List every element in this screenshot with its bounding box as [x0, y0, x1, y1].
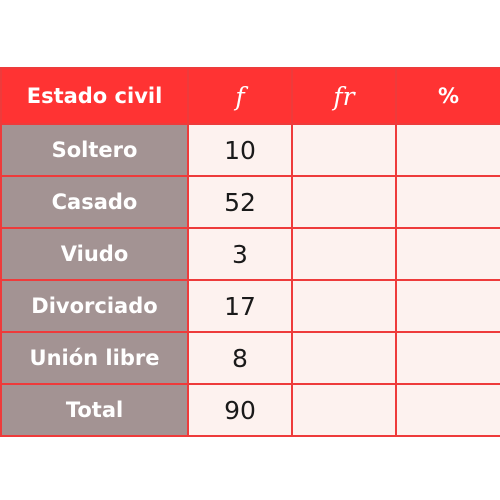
relative-frequency-cell [291, 279, 397, 333]
relative-frequency-cell [291, 227, 397, 281]
row-label-cell: Casado [0, 175, 189, 229]
table-row: Viudo 3 [0, 227, 500, 281]
frequency-cell: 10 [187, 123, 293, 177]
frequency-cell: 3 [187, 227, 293, 281]
table-body: Soltero 10 Casado 52 Viudo 3 Divorciado 17 Unión… [0, 123, 500, 437]
table-header: Estado civil f fr % [0, 67, 500, 125]
percent-cell [395, 279, 500, 333]
relative-frequency-cell [291, 383, 397, 437]
header-percent: % [395, 67, 500, 125]
percent-cell [395, 227, 500, 281]
percent-cell [395, 331, 500, 385]
frequency-cell: 8 [187, 331, 293, 385]
header-estado-civil: Estado civil [0, 67, 189, 125]
percent-cell [395, 123, 500, 177]
row-label-cell: Divorciado [0, 279, 189, 333]
table-row: Total 90 [0, 383, 500, 437]
table-row: Unión libre 8 [0, 331, 500, 385]
table-row: Soltero 10 [0, 123, 500, 177]
frequency-cell: 52 [187, 175, 293, 229]
header-relative-frequency: fr [291, 67, 397, 125]
relative-frequency-cell [291, 123, 397, 177]
table-row: Casado 52 [0, 175, 500, 229]
header-row: Estado civil f fr % [0, 67, 500, 125]
header-frequency: f [187, 67, 293, 125]
table-row: Divorciado 17 [0, 279, 500, 333]
relative-frequency-cell [291, 175, 397, 229]
row-label-cell: Soltero [0, 123, 189, 177]
relative-frequency-cell [291, 331, 397, 385]
frequency-table: Estado civil f fr % Soltero 10 Casado 52 Viu… [0, 67, 500, 437]
row-label-cell: Unión libre [0, 331, 189, 385]
frequency-cell: 90 [187, 383, 293, 437]
frequency-cell: 17 [187, 279, 293, 333]
row-label-cell: Viudo [0, 227, 189, 281]
percent-cell [395, 383, 500, 437]
frequency-table-container: Estado civil f fr % Soltero 10 Casado 52 Viu… [0, 67, 500, 437]
percent-cell [395, 175, 500, 229]
row-label-cell: Total [0, 383, 189, 437]
